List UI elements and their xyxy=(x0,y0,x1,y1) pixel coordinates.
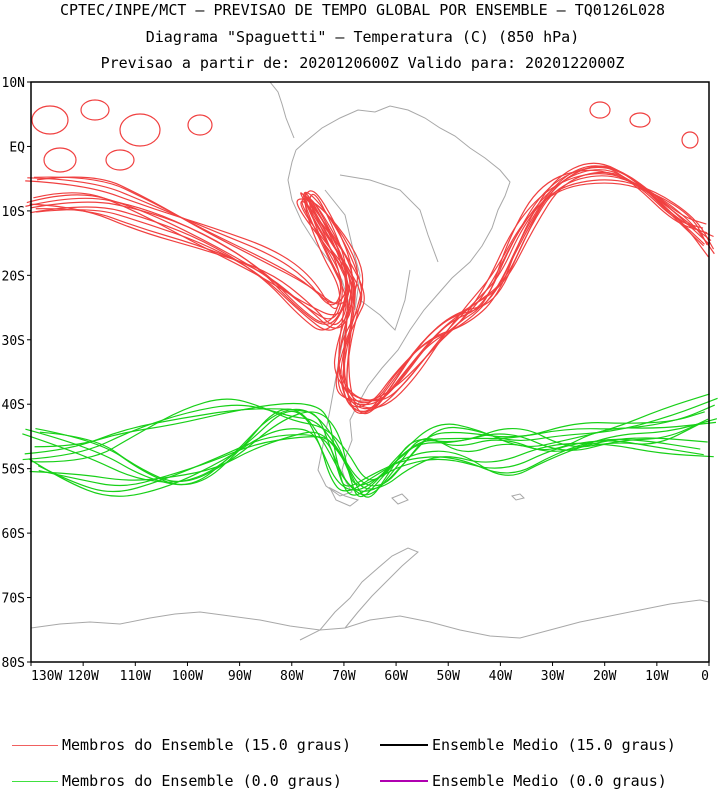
lon-tick-label: 90W xyxy=(228,669,252,684)
lat-tick-label: 80S xyxy=(2,656,25,671)
map-frame xyxy=(30,81,710,663)
legend-warm-mean-label: Ensemble Medio (15.0 graus) xyxy=(432,736,676,754)
lon-tick-label: 50W xyxy=(436,669,460,684)
legend-warm-members-label: Membros do Ensemble (15.0 graus) xyxy=(62,736,351,754)
lat-tick-label: 30S xyxy=(2,334,25,349)
lat-tick-label: 40S xyxy=(2,398,25,413)
coast-falklands xyxy=(391,493,409,505)
isotherm-15-member-line xyxy=(30,171,709,415)
isotherm-15-member-line xyxy=(36,175,715,414)
isotherm-0-member-line xyxy=(22,410,717,491)
isotherm-15-member-loop xyxy=(105,149,135,171)
lon-tick-label: 40W xyxy=(489,669,513,684)
lon-tick-label: 110W xyxy=(120,669,151,684)
isotherm-15-member-loop xyxy=(31,105,69,135)
legend-cold-members-swatch xyxy=(12,780,58,782)
isotherm-15-member-loop xyxy=(43,147,77,173)
lon-tick-label: 20W xyxy=(593,669,617,684)
lon-tick-label: 60W xyxy=(384,669,408,684)
lon-tick-label: 0 xyxy=(701,669,709,684)
longitude-axis: 130W 120W 110W 100W 90W 80W 70W 60W 50W 40W 30W 20W… xyxy=(30,662,710,684)
isotherm-15-member-line xyxy=(33,165,708,404)
lon-tick-label: 10W xyxy=(645,669,669,684)
isotherm-0-member-line xyxy=(29,431,714,490)
isotherm-0-member-line xyxy=(28,428,708,497)
isotherm-0-members xyxy=(22,393,718,498)
isotherm-15-member-line xyxy=(25,173,707,402)
lat-tick-label: EQ xyxy=(9,140,25,155)
legend-cold-mean-swatch xyxy=(380,780,428,782)
coast-central-america xyxy=(269,81,295,139)
legend-cold-mean-label: Ensemble Medio (0.0 graus) xyxy=(432,772,667,790)
title-line-1: CPTEC/INPE/MCT — PREVISAO DE TEMPO GLOBA… xyxy=(59,1,666,19)
coast-south-georgia xyxy=(511,493,525,501)
legend-cold-members: Membros do Ensemble (0.0 graus) xyxy=(12,772,342,790)
isotherm-15-member-loop xyxy=(589,101,611,119)
lat-tick-label: 20S xyxy=(2,269,25,284)
lat-tick-label: 10N xyxy=(2,76,25,91)
legend-warm-members-swatch xyxy=(12,744,58,746)
lat-tick-label: 70S xyxy=(2,592,25,607)
title-line-2: Diagrama "Spaguetti" — Temperatura (C) (… xyxy=(145,28,580,46)
spaghetti-map: 10N EQ 10S 20S 30S 40S 50S 60S 70S 80S 130W 120W 11… xyxy=(2,76,718,684)
isotherm-0-member-line xyxy=(38,436,704,487)
lat-tick-label: 60S xyxy=(2,527,25,542)
map-background xyxy=(31,82,709,662)
lon-tick-label: 30W xyxy=(541,669,565,684)
legend-cold-mean: Ensemble Medio (0.0 graus) xyxy=(380,772,667,790)
isotherm-15-member-loop xyxy=(80,99,110,121)
isotherm-0-member-line xyxy=(34,393,710,496)
isotherm-15-member-line xyxy=(33,169,712,402)
lon-tick-label: 70W xyxy=(332,669,356,684)
legend-cold-members-label: Membros do Ensemble (0.0 graus) xyxy=(62,772,342,790)
isotherm-0-member-line xyxy=(30,398,705,481)
lat-tick-label: 10S xyxy=(2,205,25,220)
isotherm-0-member-line xyxy=(22,404,715,487)
title-line-3: Previsao a partir de: 2020120600Z Valido… xyxy=(100,54,625,72)
latitude-axis: 10N EQ 10S 20S 30S 40S 50S 60S 70S 80S xyxy=(2,76,31,671)
legend-warm-members: Membros do Ensemble (15.0 graus) xyxy=(12,736,351,754)
isotherm-15-member-loop xyxy=(681,131,699,149)
isotherm-15-member-line xyxy=(27,169,704,401)
isotherm-15-members xyxy=(25,99,715,415)
coast-antarctica xyxy=(30,599,710,639)
legend-warm-mean-swatch xyxy=(380,744,428,746)
lon-tick-label: 80W xyxy=(280,669,304,684)
isotherm-15-member-loop xyxy=(629,112,651,128)
coast-antarctic-peninsula xyxy=(299,547,419,641)
border-argentina xyxy=(359,269,411,331)
legend-warm-mean: Ensemble Medio (15.0 graus) xyxy=(380,736,676,754)
isotherm-15-member-loop xyxy=(187,114,213,136)
border-brazil xyxy=(339,174,439,263)
lat-tick-label: 50S xyxy=(2,463,25,478)
lon-tick-label: 130W xyxy=(31,669,62,684)
lon-tick-label: 100W xyxy=(172,669,203,684)
coast-tierra-del-fuego xyxy=(328,486,360,507)
isotherm-0-member-line xyxy=(25,408,718,496)
isotherm-15-member-loop xyxy=(119,113,161,147)
lon-tick-label: 120W xyxy=(67,669,98,684)
